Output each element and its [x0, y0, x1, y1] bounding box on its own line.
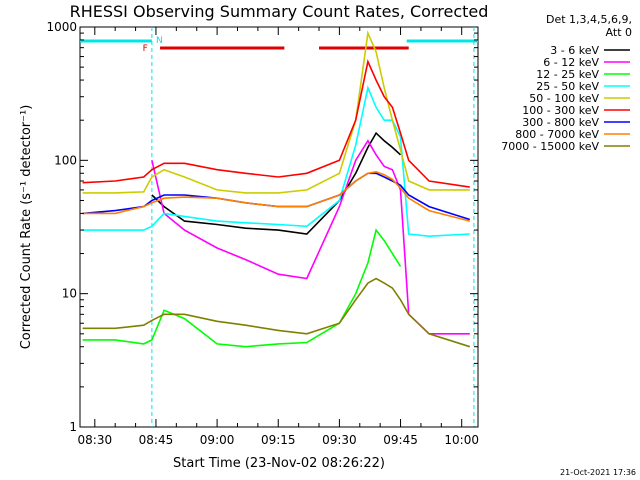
legend-entry-label: 800 - 7000 keV	[515, 128, 599, 141]
series-line	[82, 228, 402, 348]
x-tick-label: 09:30	[322, 433, 357, 447]
x-tick-label: 08:45	[139, 433, 174, 447]
legend-entry-label: 7000 - 15000 keV	[501, 140, 599, 153]
y-axis-label: Corrected Count Rate (s⁻¹ detector⁻¹)	[19, 105, 34, 350]
y-tick-label: 1000	[46, 20, 77, 34]
x-axis: 08:30 08:45 09:00 09:15 09:30 09:45 10:00	[78, 27, 479, 447]
legend-title-line-1: Det 1,3,4,5,6,9,	[546, 13, 632, 26]
y-tick-label: 1	[69, 420, 77, 434]
y-axis: 1 10 100 1000	[46, 20, 478, 434]
legend-entry-label: 12 - 25 keV	[536, 68, 599, 81]
series-line	[82, 85, 470, 238]
y-tick-label: 100	[54, 153, 77, 167]
legend-entry-label: 3 - 6 keV	[550, 44, 599, 57]
plot-frame	[79, 26, 479, 428]
series-line	[82, 59, 470, 188]
series-line	[82, 30, 470, 194]
x-tick-label: 08:30	[78, 433, 113, 447]
series-line	[82, 277, 471, 348]
series-line	[151, 131, 402, 235]
legend-entry-label: 300 - 800 keV	[522, 116, 599, 129]
chart-title: RHESSI Observing Summary Count Rates, Co…	[70, 2, 489, 21]
x-tick-label: 09:15	[261, 433, 296, 447]
legend-entry-label: 50 - 100 keV	[529, 92, 599, 105]
x-tick-label: 10:00	[444, 433, 479, 447]
x-tick-label: 09:45	[383, 433, 418, 447]
y-tick-label: 10	[62, 287, 77, 301]
night-flag-label: N	[156, 36, 163, 46]
series-lines	[82, 30, 471, 348]
x-tick-label: 09:00	[200, 433, 235, 447]
footer-date: 21-Oct-2021 17:36	[560, 468, 636, 477]
x-axis-label: Start Time (23-Nov-02 08:26:22)	[173, 456, 385, 471]
attenuator-flag-label: F	[143, 44, 148, 54]
legend-entry-label: 6 - 12 keV	[543, 56, 599, 69]
legend-title-line-2: Att 0	[606, 26, 632, 39]
series-line	[82, 170, 470, 222]
legend-entry-label: 100 - 300 keV	[522, 104, 599, 117]
series-line	[151, 139, 470, 335]
legend-entry-label: 25 - 50 keV	[536, 80, 599, 93]
